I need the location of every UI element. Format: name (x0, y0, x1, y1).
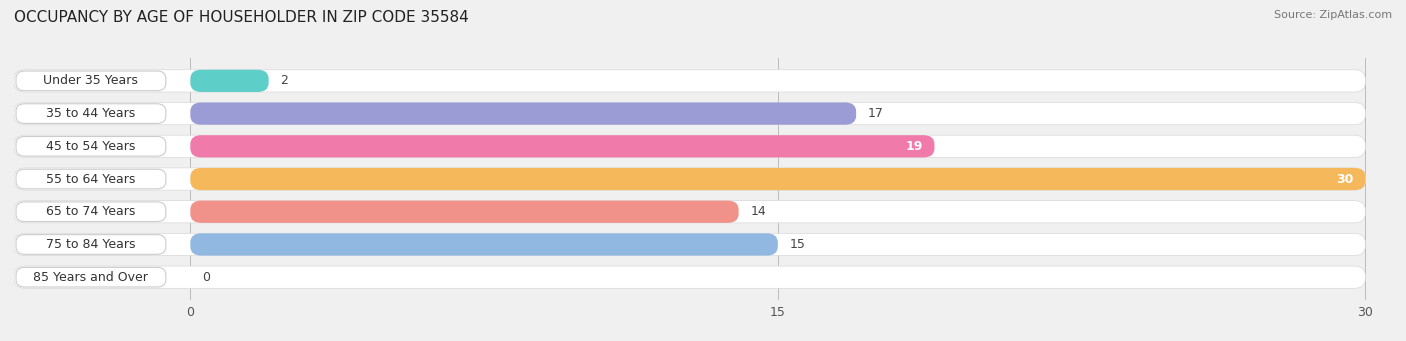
Text: Under 35 Years: Under 35 Years (44, 74, 138, 87)
FancyBboxPatch shape (15, 169, 166, 189)
Text: Source: ZipAtlas.com: Source: ZipAtlas.com (1274, 10, 1392, 20)
FancyBboxPatch shape (190, 70, 269, 92)
FancyBboxPatch shape (14, 266, 1365, 288)
FancyBboxPatch shape (190, 102, 856, 125)
Text: 2: 2 (280, 74, 288, 87)
FancyBboxPatch shape (190, 233, 778, 256)
Text: 17: 17 (868, 107, 884, 120)
Text: 0: 0 (202, 271, 209, 284)
FancyBboxPatch shape (14, 135, 1365, 158)
Text: 14: 14 (751, 205, 766, 218)
FancyBboxPatch shape (14, 168, 1365, 190)
Text: OCCUPANCY BY AGE OF HOUSEHOLDER IN ZIP CODE 35584: OCCUPANCY BY AGE OF HOUSEHOLDER IN ZIP C… (14, 10, 468, 25)
Text: 85 Years and Over: 85 Years and Over (34, 271, 149, 284)
FancyBboxPatch shape (190, 168, 1365, 190)
Text: 19: 19 (905, 140, 922, 153)
Text: 30: 30 (1336, 173, 1354, 186)
FancyBboxPatch shape (15, 267, 166, 287)
FancyBboxPatch shape (15, 71, 166, 91)
Text: 15: 15 (790, 238, 806, 251)
FancyBboxPatch shape (15, 202, 166, 222)
Text: 45 to 54 Years: 45 to 54 Years (46, 140, 135, 153)
FancyBboxPatch shape (15, 235, 166, 254)
Text: 75 to 84 Years: 75 to 84 Years (46, 238, 135, 251)
FancyBboxPatch shape (190, 135, 935, 158)
FancyBboxPatch shape (14, 70, 1365, 92)
FancyBboxPatch shape (14, 233, 1365, 256)
FancyBboxPatch shape (15, 104, 166, 123)
FancyBboxPatch shape (190, 201, 738, 223)
FancyBboxPatch shape (15, 136, 166, 156)
Text: 65 to 74 Years: 65 to 74 Years (46, 205, 135, 218)
FancyBboxPatch shape (14, 201, 1365, 223)
Text: 35 to 44 Years: 35 to 44 Years (46, 107, 135, 120)
Text: 55 to 64 Years: 55 to 64 Years (46, 173, 135, 186)
FancyBboxPatch shape (14, 102, 1365, 125)
